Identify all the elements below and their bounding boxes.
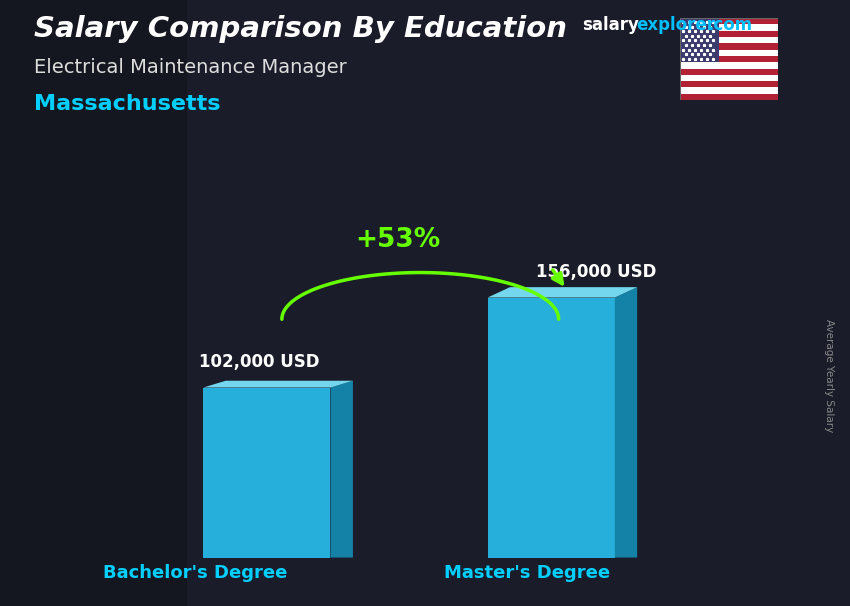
Text: Master's Degree: Master's Degree — [444, 564, 610, 582]
Text: Salary Comparison By Education: Salary Comparison By Education — [34, 15, 567, 43]
Polygon shape — [331, 381, 353, 558]
Text: Bachelor's Degree: Bachelor's Degree — [104, 564, 287, 582]
Bar — [680, 62, 778, 68]
Polygon shape — [488, 287, 638, 298]
Bar — [680, 68, 778, 75]
Bar — [680, 18, 719, 62]
Bar — [680, 81, 778, 87]
Polygon shape — [488, 298, 615, 558]
Text: 156,000 USD: 156,000 USD — [536, 263, 656, 281]
Bar — [680, 50, 778, 56]
Text: +53%: +53% — [355, 227, 440, 253]
Bar — [680, 31, 778, 37]
Text: explorer: explorer — [636, 16, 715, 35]
Text: Massachusetts: Massachusetts — [34, 94, 220, 114]
Bar — [680, 75, 778, 81]
Text: 102,000 USD: 102,000 USD — [199, 353, 320, 371]
Text: salary: salary — [582, 16, 639, 35]
Polygon shape — [0, 0, 187, 606]
Text: .com: .com — [707, 16, 752, 35]
Bar — [680, 56, 778, 62]
Text: Electrical Maintenance Manager: Electrical Maintenance Manager — [34, 58, 347, 76]
Bar — [680, 24, 778, 31]
Polygon shape — [203, 381, 353, 388]
Bar — [680, 18, 778, 24]
Text: Average Yearly Salary: Average Yearly Salary — [824, 319, 834, 432]
Polygon shape — [615, 287, 638, 558]
Bar — [680, 94, 778, 100]
Polygon shape — [203, 388, 331, 558]
Bar — [680, 44, 778, 50]
Bar — [680, 37, 778, 44]
Bar — [680, 87, 778, 94]
